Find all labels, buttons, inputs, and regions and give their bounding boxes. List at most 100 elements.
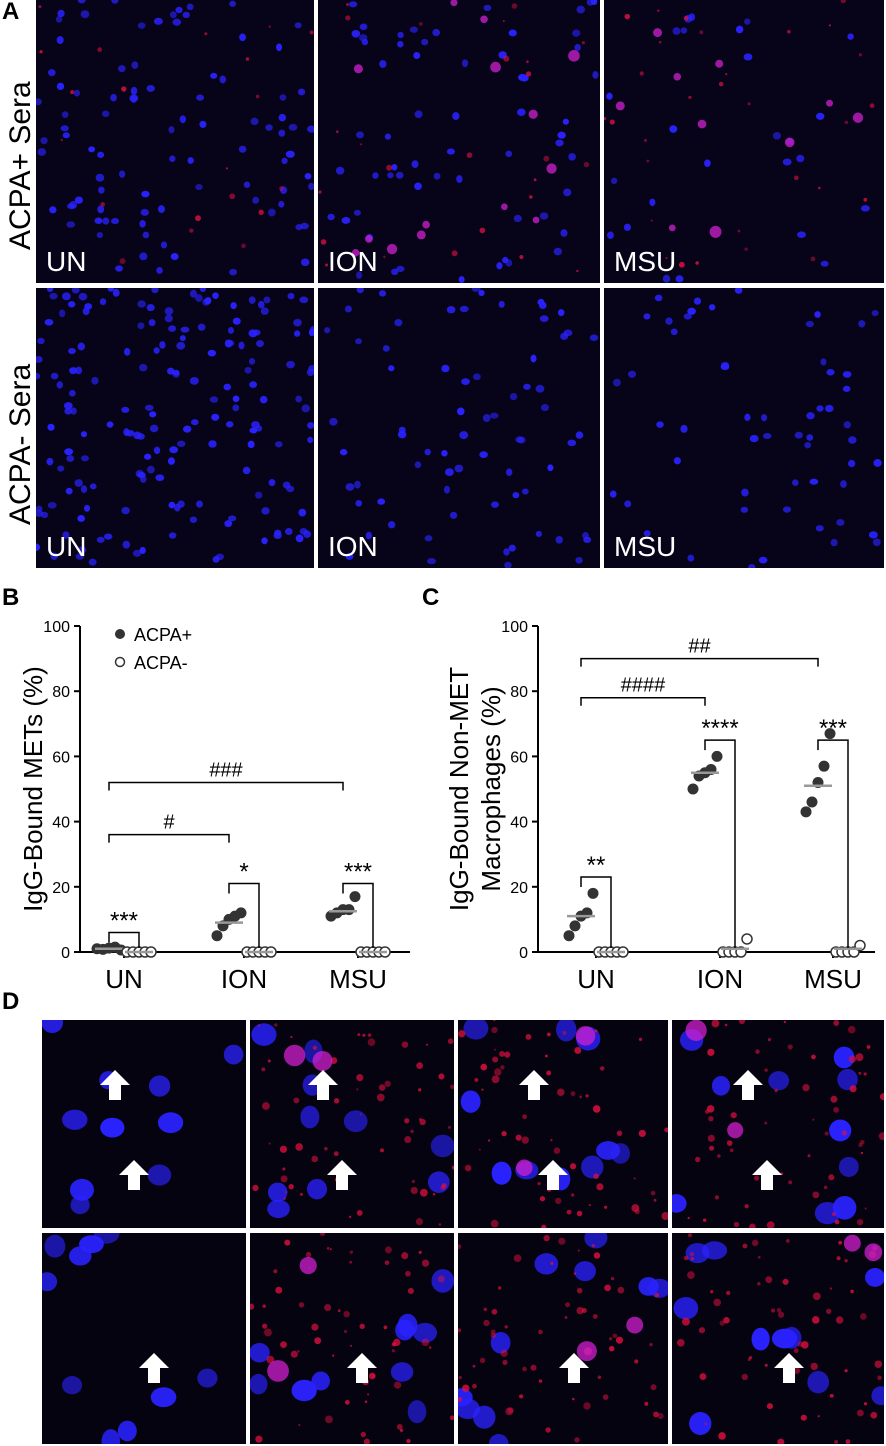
nucleus-dot — [498, 300, 505, 308]
igg-dot — [774, 1088, 778, 1093]
nucleus-dot — [207, 349, 216, 357]
igg-dot — [325, 263, 329, 267]
igg-dot — [280, 1341, 287, 1348]
igg-dot — [657, 1413, 664, 1420]
igg-dot — [356, 1088, 359, 1091]
igg-dot — [474, 1077, 479, 1082]
igg-dot — [466, 152, 473, 158]
nucleus-dot — [749, 434, 759, 443]
nucleus-dot — [159, 341, 166, 349]
nucleus-dot — [94, 217, 103, 224]
nucleus-dot — [88, 146, 96, 153]
nucleus-dot — [62, 1109, 88, 1130]
igg-dot — [845, 1439, 851, 1444]
igg-dot — [97, 47, 103, 52]
igg-dot — [859, 1139, 865, 1145]
igg-dot — [411, 1179, 416, 1184]
nucleus-dot — [815, 525, 824, 532]
igg-dot — [318, 190, 322, 194]
nucleus-dot — [643, 530, 651, 537]
igg-dot — [596, 1183, 604, 1191]
igg-dot — [503, 55, 510, 62]
igg-dot — [859, 1313, 867, 1320]
nucleus-dot — [409, 26, 418, 33]
data-point-open — [741, 933, 753, 945]
igg-dot — [501, 1131, 507, 1137]
nucleus-dot — [130, 86, 138, 95]
nucleus-dot — [96, 536, 105, 543]
nucleus-dot — [265, 124, 273, 131]
nucleus-dot — [421, 38, 429, 46]
igg-dot — [504, 1325, 508, 1329]
nucleus-dot — [816, 112, 825, 120]
igg-dot — [344, 1399, 350, 1405]
nucleus-dot — [586, 0, 594, 6]
nucleus-dot — [182, 11, 190, 19]
igg-dot — [633, 1177, 636, 1180]
micrograph-texture — [36, 0, 314, 276]
nucleus-dot — [744, 413, 751, 422]
igg-dot — [690, 1257, 694, 1261]
confocal-row2-col4 — [672, 1233, 884, 1444]
nucleus-dot — [449, 511, 458, 519]
bracket-line — [108, 931, 140, 948]
igg-dot — [348, 1215, 352, 1219]
nucleus-dot — [307, 125, 314, 133]
igg-dot — [834, 1219, 840, 1225]
nucleus-dot — [430, 1134, 454, 1158]
nucleus-dot — [488, 1433, 509, 1444]
nucleus-dot — [139, 219, 146, 228]
igg-dot — [771, 1308, 776, 1313]
igg-dot — [793, 1348, 799, 1354]
nucleus-dot — [167, 457, 175, 465]
igg-dot — [657, 9, 660, 12]
igg-dot — [676, 1338, 685, 1347]
nucleus-dot — [250, 1342, 270, 1363]
nucleus-dot — [131, 61, 139, 69]
nucleus-dot — [345, 483, 355, 491]
nucleus-dot — [230, 302, 237, 310]
igg-dot — [472, 1364, 476, 1368]
igg-dot — [261, 1323, 268, 1329]
met-dot — [575, 1026, 596, 1046]
nucleus-dot — [169, 446, 179, 454]
nucleus-dot — [138, 363, 148, 372]
igg-dot — [650, 219, 653, 222]
nucleus-dot — [483, 4, 492, 12]
igg-dot — [737, 229, 741, 233]
micrograph-texture — [458, 1020, 668, 1228]
nucleus-dot — [249, 427, 258, 434]
igg-dot — [553, 1147, 561, 1154]
igg-dot — [757, 1282, 761, 1286]
nucleus-dot — [167, 367, 175, 375]
nucleus-dot — [782, 158, 792, 166]
nucleus-dot — [228, 515, 237, 522]
nucleus-dot — [273, 532, 282, 539]
nucleus-dot — [560, 229, 568, 237]
igg-dot — [811, 1316, 820, 1324]
igg-dot — [405, 1270, 411, 1277]
igg-dot — [681, 1317, 690, 1326]
nucleus-dot — [576, 5, 585, 14]
arrow-up-icon — [733, 1070, 764, 1100]
nucleus-dot — [141, 190, 150, 198]
met-dot — [626, 1316, 644, 1334]
met-dot — [351, 249, 360, 257]
nucleus-dot — [297, 88, 306, 96]
micrograph-texture — [42, 1020, 244, 1215]
met-dot — [528, 109, 538, 119]
igg-dot — [418, 1117, 422, 1121]
nucleus-dot — [843, 421, 852, 429]
nucleus-dot — [627, 370, 637, 378]
igg-dot — [766, 1221, 775, 1228]
nucleus-dot — [461, 378, 470, 386]
nucleus-dot — [278, 113, 287, 122]
comparison-label: ### — [209, 759, 243, 781]
igg-dot — [262, 1102, 270, 1110]
igg-dot — [844, 1258, 848, 1263]
igg-dot — [383, 255, 386, 259]
nucleus-dot — [189, 516, 198, 523]
bracket-line — [580, 696, 706, 706]
igg-dot — [858, 53, 862, 57]
nucleus-dot — [260, 307, 269, 315]
